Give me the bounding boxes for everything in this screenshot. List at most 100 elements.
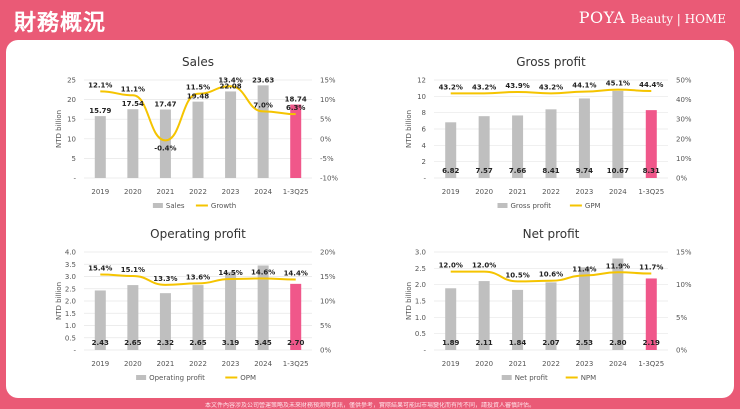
line-data-label: 44.4% — [639, 81, 663, 89]
line-data-label: 44.1% — [572, 82, 596, 90]
y2-tick-label: 40% — [676, 96, 692, 104]
bar-data-label: 1.89 — [442, 339, 459, 347]
bar-data-label: 17.54 — [122, 100, 144, 108]
bar — [612, 258, 624, 350]
y-tick-label: 4.0 — [65, 249, 76, 257]
bar-data-label: 17.47 — [154, 101, 176, 109]
y-tick-label: 1.5 — [65, 310, 76, 318]
y-tick-label: 12 — [417, 77, 426, 85]
y2-tick-label: -10% — [320, 175, 338, 183]
x-tick-label: 2021 — [157, 360, 175, 368]
y-tick-label: 15 — [67, 116, 76, 124]
bar — [478, 281, 490, 350]
line-data-label: 10.5% — [505, 271, 529, 279]
bar-data-label: 3.19 — [222, 339, 239, 347]
bar-data-label: 2.80 — [609, 339, 626, 347]
bar-data-label: 9.74 — [576, 167, 593, 175]
y-tick-label: 0.5 — [415, 330, 426, 338]
y-tick-label: 1.0 — [415, 314, 426, 322]
bar — [192, 285, 204, 350]
x-tick-label: 2020 — [124, 360, 142, 368]
bar-data-label: 23.63 — [252, 76, 274, 84]
chart-sales: Sales NTD billion - 5 10 15 20 25 -10% -5% 0% 5% 10%… — [55, 55, 338, 210]
bar — [512, 115, 524, 178]
bar-data-label: 2.07 — [542, 339, 559, 347]
line-data-label: 6.3% — [286, 104, 305, 112]
y2-tick-label: 0% — [320, 347, 331, 355]
x-tick-label: 2022 — [542, 188, 560, 196]
bar — [478, 116, 490, 178]
x-tick-label: 2022 — [189, 188, 207, 196]
bar — [545, 282, 557, 350]
series-line-growth — [100, 85, 296, 142]
x-tick-label: 2021 — [509, 188, 527, 196]
y2-tick-label: -5% — [320, 155, 334, 163]
legend-label-bar: Operating profit — [149, 374, 205, 382]
brand-sub: Beauty | HOME — [630, 12, 726, 26]
bar-data-label: 2.32 — [157, 339, 174, 347]
y2-tick-label: 10% — [320, 298, 336, 306]
bar-data-label: 3.45 — [255, 339, 272, 347]
y2-tick-label: 50% — [676, 77, 692, 85]
y2-tick-label: 20% — [676, 135, 692, 143]
y2-tick-label: 10% — [320, 96, 336, 104]
x-tick-label: 2021 — [157, 188, 175, 196]
bar-data-label: 7.66 — [509, 167, 526, 175]
y2-tick-label: 15% — [676, 249, 692, 257]
y-tick-label: 3.0 — [65, 273, 76, 281]
line-data-label: 13.4% — [218, 76, 242, 84]
y-tick-label: 4 — [422, 142, 427, 150]
line-data-label: 13.6% — [186, 273, 210, 281]
x-tick-label: 2023 — [576, 360, 594, 368]
line-data-label: 45.1% — [606, 80, 630, 88]
y-tick-label: 6 — [422, 126, 427, 134]
legend-swatch-bar — [152, 203, 163, 208]
y-tick-label: 3.0 — [415, 249, 426, 257]
y-tick-label: 5 — [72, 155, 76, 163]
y-axis-label: NTD billion — [405, 110, 413, 148]
legend-label-line: GPM — [585, 202, 601, 210]
page-header: 財務概況 POYA Beauty | HOME — [0, 0, 740, 40]
bar — [127, 285, 139, 350]
y-tick-label: - — [73, 175, 76, 183]
line-data-label: 43.2% — [539, 83, 563, 91]
y-tick-label: 10 — [67, 135, 76, 143]
y2-tick-label: 5% — [676, 314, 687, 322]
y2-tick-label: 10% — [676, 281, 692, 289]
line-data-label: 43.9% — [505, 82, 529, 90]
line-data-label: 12.0% — [439, 262, 463, 270]
bar-data-label: 8.31 — [643, 167, 660, 175]
chart-gross-profit: Gross profit NTD billion - 2 4 6 8 10 12 0% 10% 20%… — [405, 55, 692, 210]
bar — [645, 278, 657, 350]
chart-title: Sales — [182, 55, 214, 69]
bar — [94, 290, 106, 350]
y2-tick-label: 5% — [320, 322, 331, 330]
x-tick-label: 2023 — [222, 360, 240, 368]
legend-label-bar: Sales — [166, 202, 185, 210]
line-data-label: 13.3% — [153, 275, 177, 283]
bar-data-label: 2.65 — [189, 339, 206, 347]
bar — [290, 104, 302, 178]
bar-data-label: 7.57 — [476, 167, 493, 175]
chart-title: Operating profit — [150, 227, 246, 241]
y-axis-label: NTD billion — [55, 282, 63, 320]
line-data-label: 11.4% — [572, 266, 596, 274]
x-tick-label: 1-3Q25 — [638, 360, 664, 368]
series-line-gpm — [450, 88, 652, 95]
legend-swatch-bar — [136, 375, 147, 380]
line-data-label: 11.5% — [186, 84, 210, 92]
bar — [645, 110, 657, 178]
bar-data-label: 22.08 — [219, 82, 241, 90]
bar — [445, 288, 457, 350]
y2-tick-label: 0% — [676, 175, 687, 183]
series-line-opm — [100, 273, 296, 286]
bar — [445, 122, 457, 178]
y-tick-label: 1.5 — [415, 298, 426, 306]
bar-data-label: 15.79 — [89, 107, 111, 115]
line-data-label: 12.1% — [88, 81, 112, 89]
legend-label-bar: Net profit — [515, 374, 548, 382]
bar — [578, 98, 590, 178]
y-axis-label: NTD billion — [405, 282, 413, 320]
x-tick-label: 2022 — [189, 360, 207, 368]
x-tick-label: 2022 — [542, 360, 560, 368]
